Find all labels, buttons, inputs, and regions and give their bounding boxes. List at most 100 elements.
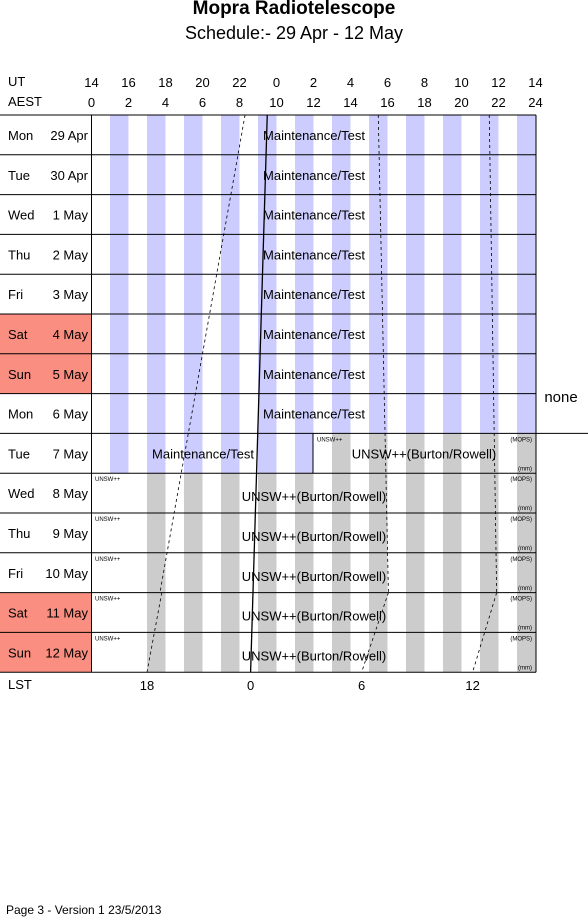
night-band <box>369 314 388 354</box>
night-band <box>147 353 166 394</box>
night-band <box>184 393 203 434</box>
night-band <box>406 632 425 673</box>
night-band <box>147 234 166 275</box>
night-band <box>295 393 314 434</box>
day-name: Thu <box>8 247 30 262</box>
night-band <box>517 154 536 195</box>
night-band <box>332 592 351 633</box>
night-band <box>480 194 499 235</box>
mm-tag: (mm) <box>518 466 532 472</box>
night-band <box>147 433 166 474</box>
aest-tick-label: 24 <box>528 95 542 110</box>
night-band <box>517 194 536 235</box>
aest-tick-label: 6 <box>199 95 206 110</box>
day-name: Tue <box>8 168 30 183</box>
unsw-tag: UNSW++ <box>317 437 343 443</box>
day-name: Wed <box>8 486 35 501</box>
night-band <box>221 632 240 673</box>
day-date: 1 May <box>53 208 89 223</box>
night-band <box>443 154 462 195</box>
night-band <box>332 154 351 195</box>
mm-tag: (mm) <box>518 506 532 512</box>
night-band <box>443 552 462 593</box>
night-band <box>406 433 425 474</box>
night-band <box>184 513 203 553</box>
night-band <box>221 234 240 275</box>
night-band <box>443 353 462 394</box>
night-band <box>332 393 351 434</box>
night-band <box>258 473 277 513</box>
night-band <box>110 115 129 155</box>
night-band <box>258 632 277 673</box>
night-band <box>480 433 499 474</box>
ut-tick-label: 10 <box>454 75 468 90</box>
night-band <box>406 154 425 195</box>
night-band <box>110 274 129 314</box>
night-band <box>517 393 536 434</box>
night-band <box>480 154 499 195</box>
day-date: 29 Apr <box>50 128 88 143</box>
night-band <box>110 353 129 394</box>
lst-tick-label: 12 <box>465 678 479 693</box>
night-band <box>110 234 129 275</box>
night-band <box>258 154 277 195</box>
day-name: Sat <box>8 606 28 621</box>
night-band <box>184 154 203 195</box>
unsw-block: UNSW++(Burton/Rowell) <box>242 609 387 624</box>
maintenance-block: Maintenance/Test <box>263 128 365 143</box>
night-band <box>406 473 425 513</box>
aest-tick-label: 18 <box>417 95 431 110</box>
night-band <box>517 552 536 593</box>
lst-tick-label: 0 <box>247 678 254 693</box>
night-band <box>295 592 314 633</box>
night-band <box>332 552 351 593</box>
night-band <box>110 314 129 354</box>
day-date: 12 May <box>45 645 88 660</box>
aest-tick-label: 20 <box>454 95 468 110</box>
night-band <box>406 234 425 275</box>
aest-tick-label: 22 <box>491 95 505 110</box>
night-band <box>258 433 277 474</box>
lst-dashed-line <box>361 592 389 673</box>
night-band <box>184 353 203 394</box>
ut-tick-label: 6 <box>384 75 391 90</box>
unsw-tag: UNSW++ <box>95 477 121 483</box>
night-band <box>110 194 129 235</box>
maintenance-block: Maintenance/Test <box>263 407 365 422</box>
night-band <box>147 154 166 195</box>
footer-version: Page 3 - Version 1 23/5/2013 <box>6 903 162 917</box>
night-band <box>221 353 240 394</box>
night-band <box>332 433 351 474</box>
night-band <box>406 274 425 314</box>
ut-tick-label: 14 <box>528 75 542 90</box>
night-band <box>295 632 314 673</box>
night-band <box>332 632 351 673</box>
day-date: 7 May <box>53 446 89 461</box>
night-band <box>406 314 425 354</box>
schedule-subtitle: Schedule:- 29 Apr - 12 May <box>184 23 404 43</box>
night-band <box>517 433 536 474</box>
ut-tick-label: 12 <box>491 75 505 90</box>
night-band <box>147 592 166 633</box>
night-band <box>369 234 388 275</box>
night-band <box>147 194 166 235</box>
night-band <box>295 314 314 354</box>
lst-label: LST <box>8 677 32 692</box>
mops-tag: (MOPS) <box>510 636 532 642</box>
night-band <box>295 274 314 314</box>
ut-tick-label: 0 <box>273 75 280 90</box>
night-band <box>369 194 388 235</box>
night-band <box>295 234 314 275</box>
lst-tick-label: 18 <box>140 678 154 693</box>
night-band <box>221 513 240 553</box>
night-band <box>184 194 203 235</box>
mops-tag: (MOPS) <box>510 477 532 483</box>
day-date: 2 May <box>53 247 89 262</box>
mops-tag: (MOPS) <box>510 517 532 523</box>
night-band <box>184 592 203 633</box>
day-name: Wed <box>8 208 35 223</box>
night-band <box>110 433 129 474</box>
night-band <box>258 592 277 633</box>
schedule-grid: 14 16 18 20 22 0 2 4 6 8 10 12 140 2 4 6 8 10 12 14 16 18 20 22… <box>0 75 588 693</box>
aest-tick-label: 0 <box>88 95 95 110</box>
